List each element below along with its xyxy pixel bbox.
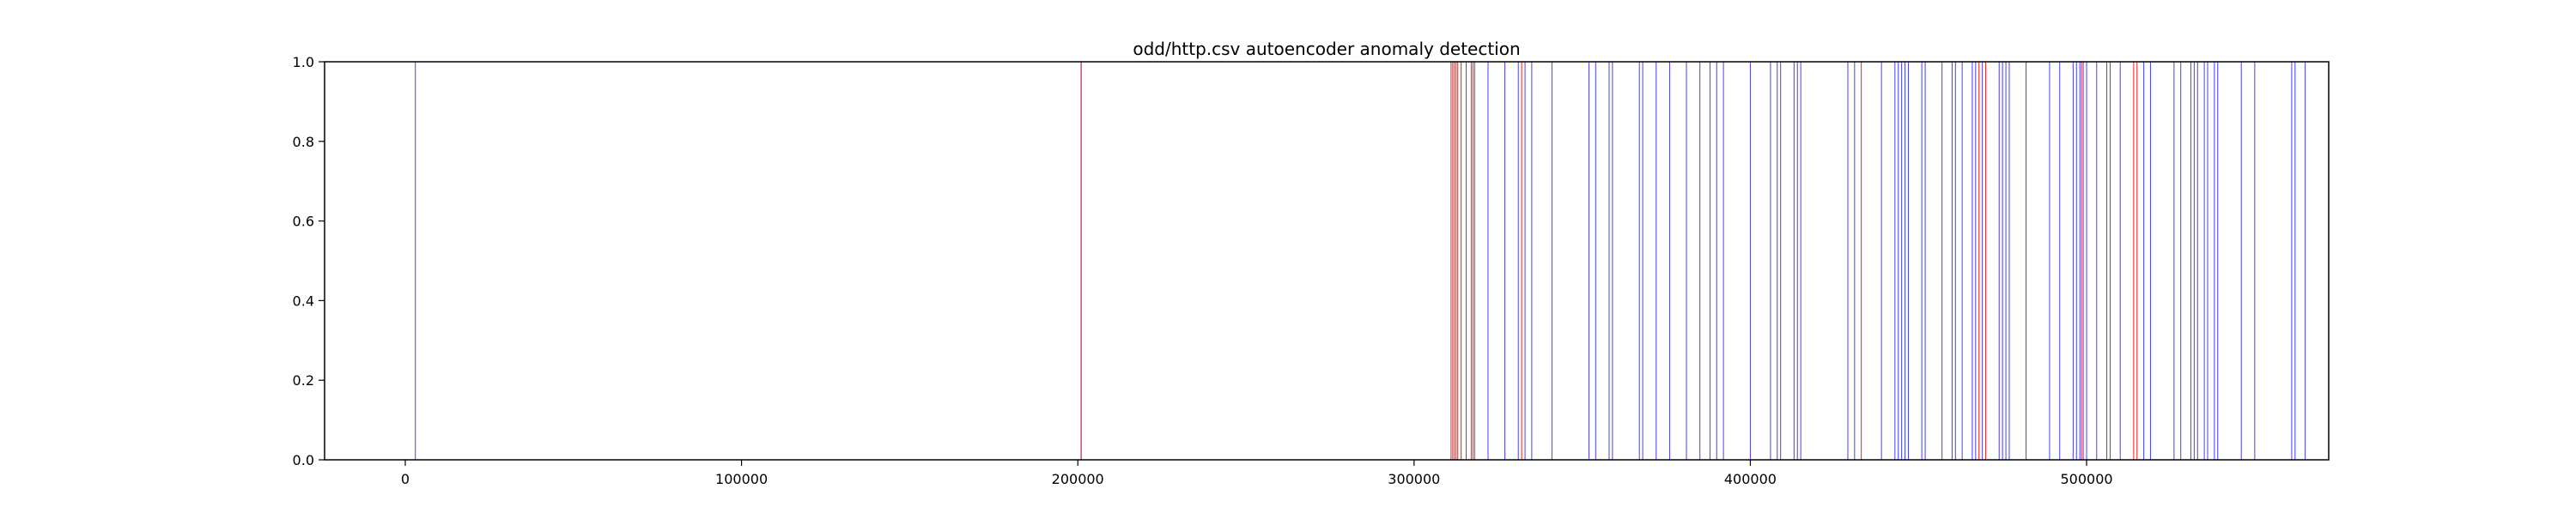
x-tick-label: 0 bbox=[401, 471, 410, 487]
y-tick-label: 1.0 bbox=[293, 54, 314, 70]
y-tick-label: 0.6 bbox=[293, 214, 314, 230]
plot-frame bbox=[324, 61, 2330, 461]
y-tick-label: 0.0 bbox=[293, 452, 314, 468]
x-tick-label: 400000 bbox=[1724, 471, 1777, 487]
chart-title: odd/http.csv autoencoder anomaly detecti… bbox=[1133, 39, 1520, 59]
ticks-group: 0 100000 200000 300000 400000 500000 0.0 0.2 0.4… bbox=[293, 54, 2113, 487]
bars-group bbox=[415, 62, 2306, 460]
y-tick-label: 0.2 bbox=[293, 372, 314, 389]
x-tick-label: 200000 bbox=[1052, 471, 1104, 487]
y-tick-label: 0.4 bbox=[293, 293, 314, 309]
x-tick-label: 500000 bbox=[2061, 471, 2113, 487]
x-tick-label: 100000 bbox=[715, 471, 768, 487]
y-tick-label: 0.8 bbox=[293, 134, 314, 150]
x-tick-label: 300000 bbox=[1388, 471, 1440, 487]
